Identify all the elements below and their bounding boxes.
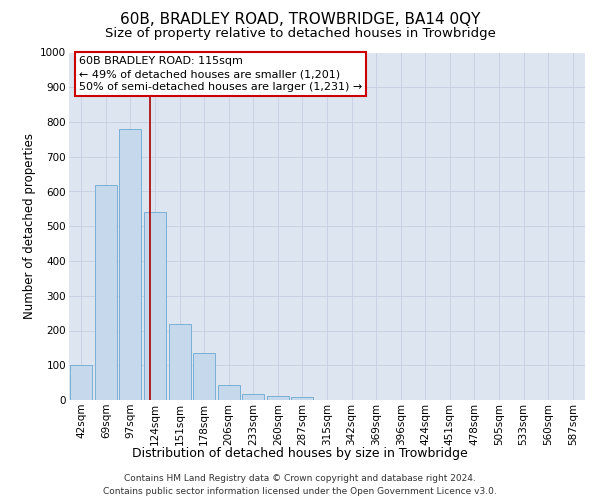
Y-axis label: Number of detached properties: Number of detached properties (23, 133, 36, 320)
Text: 60B, BRADLEY ROAD, TROWBRIDGE, BA14 0QY: 60B, BRADLEY ROAD, TROWBRIDGE, BA14 0QY (120, 12, 480, 28)
Text: Contains HM Land Registry data © Crown copyright and database right 2024.: Contains HM Land Registry data © Crown c… (124, 474, 476, 483)
Text: 60B BRADLEY ROAD: 115sqm
← 49% of detached houses are smaller (1,201)
50% of sem: 60B BRADLEY ROAD: 115sqm ← 49% of detach… (79, 56, 362, 92)
Text: Contains public sector information licensed under the Open Government Licence v3: Contains public sector information licen… (103, 488, 497, 496)
Bar (95, 184, 117, 400)
Text: Distribution of detached houses by size in Trowbridge: Distribution of detached houses by size … (132, 448, 468, 460)
Bar (242, 394, 265, 400)
Bar (119, 129, 142, 400)
Bar (70, 365, 92, 400)
Bar (218, 385, 240, 400)
Bar (267, 396, 289, 400)
Bar (193, 353, 215, 400)
Bar (292, 396, 313, 400)
Bar (169, 324, 191, 400)
Text: Size of property relative to detached houses in Trowbridge: Size of property relative to detached ho… (104, 28, 496, 40)
Bar (144, 212, 166, 400)
